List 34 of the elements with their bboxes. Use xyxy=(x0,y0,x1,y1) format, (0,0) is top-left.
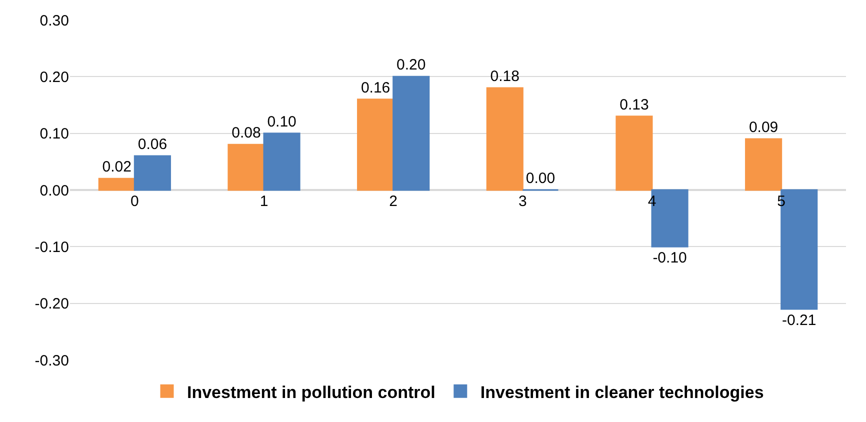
y-tick-label: -0.30 xyxy=(34,352,69,370)
bar xyxy=(745,138,782,191)
y-tick-label: 0.00 xyxy=(40,182,69,200)
data-label: 0.09 xyxy=(748,119,778,136)
data-label: 0.20 xyxy=(396,56,426,74)
y-tick-label: -0.10 xyxy=(34,238,69,256)
x-tick-label: 2 xyxy=(389,193,398,210)
x-tick-label: 1 xyxy=(260,193,268,210)
x-tick-label: 3 xyxy=(518,193,527,210)
bar xyxy=(228,144,265,191)
y-tick-label: 0.20 xyxy=(40,68,69,86)
bar xyxy=(486,87,524,191)
data-label: 0.02 xyxy=(102,158,132,176)
data-label: 0.08 xyxy=(232,124,261,142)
data-label: 0.13 xyxy=(620,96,649,114)
data-label: 0.10 xyxy=(267,113,296,130)
y-tick-label: 0.10 xyxy=(40,126,69,143)
bar xyxy=(616,116,653,191)
bar xyxy=(263,132,300,191)
data-label: 0.18 xyxy=(490,68,520,85)
bar xyxy=(98,178,136,191)
y-tick-label: -0.20 xyxy=(34,296,69,313)
data-label: -0.10 xyxy=(652,250,687,267)
bar xyxy=(134,155,171,191)
data-label: 0.16 xyxy=(360,79,390,96)
data-label: -0.21 xyxy=(782,312,816,329)
bar xyxy=(392,76,430,191)
data-label: 0.00 xyxy=(526,170,556,187)
legend-label: Investment in cleaner technologies xyxy=(480,382,764,402)
bar xyxy=(357,98,394,191)
x-tick-label: 0 xyxy=(130,193,139,210)
y-tick-label: 0.30 xyxy=(40,12,69,30)
data-label: 0.06 xyxy=(138,136,168,153)
legend-label: Investment in pollution control xyxy=(187,382,436,402)
